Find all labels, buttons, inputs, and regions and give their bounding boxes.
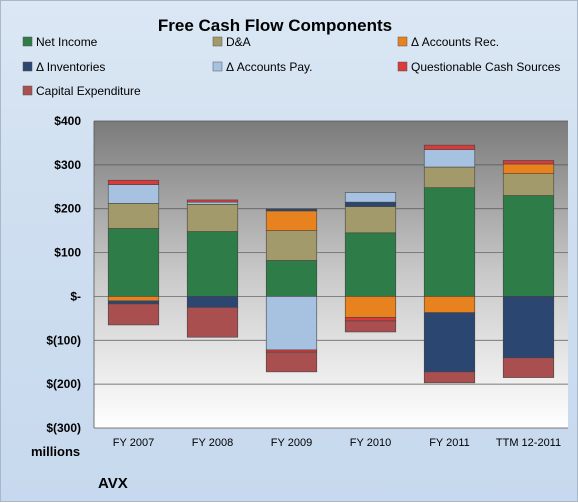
bar-segment (344, 296, 397, 318)
bar-segment (186, 307, 239, 338)
bar-segment (107, 203, 160, 229)
gridlines (94, 120, 568, 429)
bar-segment (107, 303, 160, 326)
bar-segment (186, 296, 239, 308)
legend-item: Δ Inventories (22, 60, 105, 74)
x-tick-label: FY 2010 (350, 437, 391, 449)
legend-item: Questionable Cash Sources (397, 60, 560, 74)
legend-swatch (397, 36, 408, 47)
legend-swatch (22, 61, 33, 72)
bar-segment (423, 144, 476, 150)
y-tick-label: $400 (54, 114, 81, 128)
bar-segment (502, 357, 555, 378)
legend-label: D&A (226, 35, 251, 49)
bar-segment (265, 230, 318, 261)
unit-label: millions (31, 444, 80, 459)
legend-item: Net Income (22, 35, 98, 49)
legend-label: Δ Inventories (36, 60, 105, 74)
legend-swatch (212, 36, 223, 47)
plot-area (94, 121, 568, 428)
bar-segment (186, 204, 239, 232)
bar-segment (186, 201, 239, 205)
legend-swatch (397, 61, 408, 72)
bar-segment (107, 228, 160, 297)
bar-segment (344, 201, 397, 207)
bar-segment (502, 296, 555, 359)
bar-segment (344, 232, 397, 297)
company-label: AVX (98, 475, 128, 492)
x-tick-label: FY 2011 (429, 437, 470, 449)
bar-segment (107, 184, 160, 204)
bar-segment (423, 149, 476, 168)
legend-item: Capital Expenditure (22, 84, 141, 98)
bar-segment (186, 231, 239, 297)
bars (107, 144, 555, 384)
legend-item: Δ Accounts Rec. (397, 35, 499, 49)
bar-segment (423, 296, 476, 313)
y-axis: $400 $300 $200 $100 $- $(100) $(200) $(300) (46, 114, 95, 435)
legend-item: Δ Accounts Pay. (212, 60, 313, 74)
legend-label: Net Income (36, 35, 98, 49)
bar-segment (186, 199, 239, 203)
bar-segment (107, 300, 160, 305)
bar-segment (265, 260, 318, 297)
bar-segment (265, 296, 318, 351)
bar-segment (265, 210, 318, 231)
bar-segment (423, 187, 476, 297)
x-tick-label: TTM 12-2011 (496, 437, 561, 449)
bar-segment (107, 296, 160, 302)
bar-segment (265, 351, 318, 373)
bar-segment (423, 312, 476, 373)
bar-segment (344, 320, 397, 333)
bar-segment (265, 349, 318, 353)
legend: Net Income D&A Δ Accounts Rec. Δ Inventorie… (22, 35, 560, 98)
y-tick-label: $(300) (46, 421, 81, 435)
bar-segment (344, 206, 397, 234)
legend-swatch (212, 61, 223, 72)
bar-segment (107, 179, 160, 185)
y-tick-label: $- (70, 289, 81, 303)
y-tick-label: $300 (54, 158, 81, 172)
y-tick-label: $(200) (46, 377, 81, 391)
bar-segment (502, 163, 555, 174)
legend-label: Questionable Cash Sources (411, 60, 560, 74)
y-tick-label: $200 (54, 202, 81, 216)
bar-segment (502, 195, 555, 297)
legend-label: Δ Accounts Rec. (411, 35, 499, 49)
bar-segment (344, 317, 397, 322)
bar-segment (502, 173, 555, 196)
bar-segment (502, 160, 555, 165)
x-tick-label: FY 2007 (113, 437, 154, 449)
bar-segment (265, 208, 318, 212)
bar-segment (423, 166, 476, 188)
y-tick-label: $100 (54, 246, 81, 260)
x-tick-label: FY 2008 (192, 437, 233, 449)
legend-label: Capital Expenditure (36, 84, 141, 98)
y-tick-label: $(100) (46, 333, 81, 347)
x-tick-label: FY 2009 (271, 437, 312, 449)
x-axis: FY 2007 FY 2008 FY 2009 FY 2010 FY 2011 TTM 1… (113, 437, 561, 449)
chart-title: Free Cash Flow Components (158, 16, 392, 35)
legend-swatch (22, 85, 33, 96)
bar-segment (344, 192, 397, 203)
legend-swatch (22, 36, 33, 47)
bar-segment (423, 371, 476, 384)
legend-item: D&A (212, 35, 251, 49)
legend-label: Δ Accounts Pay. (226, 60, 313, 74)
